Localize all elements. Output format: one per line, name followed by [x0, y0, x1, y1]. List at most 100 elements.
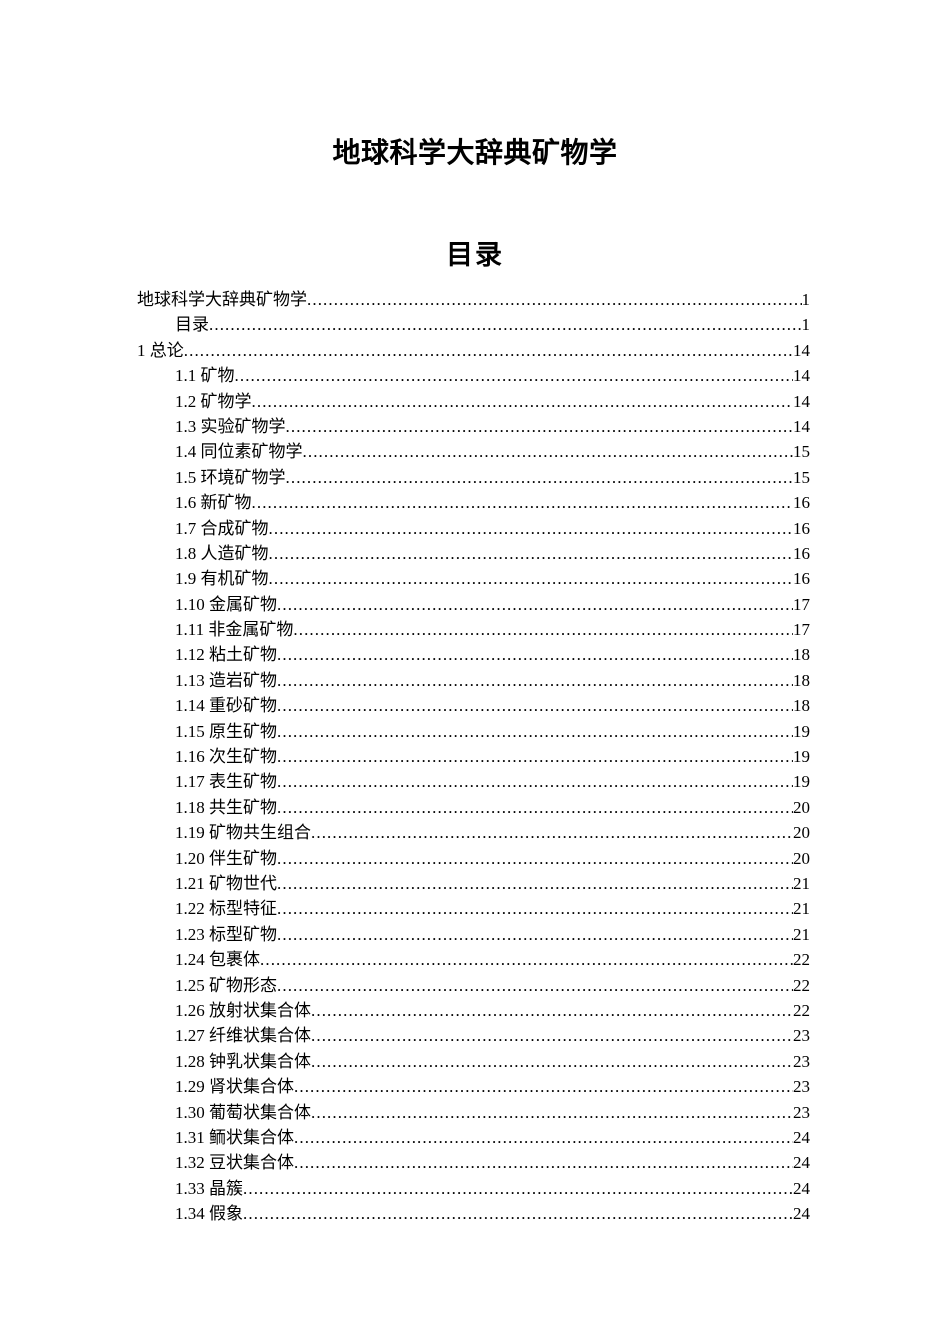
toc-dot-leader [277, 846, 793, 871]
toc-entry-label: 1.4 同位素矿物学 [175, 442, 303, 462]
toc-entry[interactable]: 1.21 矿物世代 21 [137, 871, 810, 896]
toc-entry[interactable]: 1.6 新矿物 16 [137, 490, 810, 515]
toc-entry[interactable]: 1.17 表生矿物 19 [137, 769, 810, 794]
toc-entry-page: 21 [793, 873, 810, 893]
toc-entry-page: 20 [793, 797, 810, 817]
toc-dot-leader [286, 414, 794, 439]
toc-entry-label: 1.14 重砂矿物 [175, 696, 277, 716]
toc-entry[interactable]: 1.12 粘土矿物 18 [137, 642, 810, 667]
toc-dot-leader [277, 871, 793, 896]
toc-entry-page: 16 [793, 569, 810, 589]
toc-entry-label: 1.21 矿物世代 [175, 873, 277, 893]
toc-dot-leader [277, 744, 793, 769]
toc-dot-leader [277, 719, 793, 744]
toc-dot-leader [311, 1023, 793, 1048]
toc-entry-label: 1.17 表生矿物 [175, 772, 277, 792]
toc-entry-page: 20 [793, 848, 810, 868]
toc-dot-leader [243, 1176, 793, 1201]
toc-dot-leader [277, 973, 793, 998]
toc-entry[interactable]: 1.16 次生矿物 19 [137, 744, 810, 769]
toc-entry[interactable]: 1.31 鲕状集合体 24 [137, 1125, 810, 1150]
toc-entry[interactable]: 1.15 原生矿物 19 [137, 719, 810, 744]
toc-entry[interactable]: 1.2 矿物学 14 [137, 389, 810, 414]
toc-entry[interactable]: 1.13 造岩矿物 18 [137, 668, 810, 693]
toc-dot-leader [311, 1100, 793, 1125]
toc-entry-page: 24 [793, 1204, 810, 1224]
toc-dot-leader [277, 922, 793, 947]
toc-entry[interactable]: 1.27 纤维状集合体 23 [137, 1023, 810, 1048]
toc-entry[interactable]: 1.25 矿物形态 22 [137, 973, 810, 998]
toc-entry[interactable]: 1.9 有机矿物 16 [137, 566, 810, 591]
toc-entry[interactable]: 1.26 放射状集合体 22 [137, 998, 810, 1023]
document-title: 地球科学大辞典矿物学 [332, 138, 618, 169]
toc-dot-leader [235, 363, 794, 388]
toc-dot-leader [311, 820, 793, 845]
toc-entry-label: 1.16 次生矿物 [175, 747, 277, 767]
toc-dot-leader [252, 490, 794, 515]
toc-entry-page: 18 [793, 645, 810, 665]
toc-entry-label: 1.23 标型矿物 [175, 924, 277, 944]
toc-entry-label: 1.27 纤维状集合体 [175, 1026, 311, 1046]
toc-entry[interactable]: 1.1 矿物 14 [137, 363, 810, 388]
toc-entry[interactable]: 1.11 非金属矿物 17 [137, 617, 810, 642]
toc-entry-page: 24 [793, 1153, 810, 1173]
toc-dot-leader [294, 1074, 793, 1099]
toc-dot-leader [277, 795, 793, 820]
toc-entry[interactable]: 1.29 肾状集合体 23 [137, 1074, 810, 1099]
toc-entry-page: 19 [793, 772, 810, 792]
toc-entry-label: 1.20 伴生矿物 [175, 848, 277, 868]
toc-heading: 目录 [446, 240, 504, 270]
toc-entry[interactable]: 1.5 环境矿物学 15 [137, 465, 810, 490]
toc-entry[interactable]: 1.30 葡萄状集合体 23 [137, 1100, 810, 1125]
toc-dot-leader [286, 465, 794, 490]
toc-entry-page: 16 [793, 543, 810, 563]
toc-entry-page: 22 [793, 950, 810, 970]
toc-entry[interactable]: 1.20 伴生矿物 20 [137, 846, 810, 871]
toc-entry[interactable]: 1 总论 14 [137, 338, 810, 363]
toc-entry[interactable]: 1.3 实验矿物学 14 [137, 414, 810, 439]
toc-entry-page: 15 [793, 442, 810, 462]
toc-entry-page: 1 [801, 315, 811, 335]
toc-entry[interactable]: 1.23 标型矿物 21 [137, 922, 810, 947]
toc-entry-label: 1.31 鲕状集合体 [175, 1127, 294, 1147]
toc-entry[interactable]: 1.33 晶簇 24 [137, 1176, 810, 1201]
toc-entry-label: 1.34 假象 [175, 1204, 243, 1224]
toc-dot-leader [260, 947, 793, 972]
toc-entry[interactable]: 1.34 假象 24 [137, 1201, 810, 1226]
toc-entry[interactable]: 1.14 重砂矿物 18 [137, 693, 810, 718]
toc-entry-page: 21 [793, 924, 810, 944]
toc-entry[interactable]: 1.22 标型特征 21 [137, 896, 810, 921]
toc-dot-leader [277, 896, 793, 921]
toc-entry[interactable]: 1.10 金属矿物 17 [137, 592, 810, 617]
toc-entry-page: 17 [793, 620, 810, 640]
toc-entry[interactable]: 1.7 合成矿物 16 [137, 516, 810, 541]
toc-entry-page: 14 [793, 416, 810, 436]
toc-dot-leader [293, 617, 793, 642]
toc-entry-label: 1.7 合成矿物 [175, 518, 269, 538]
toc-entry-page: 22 [793, 975, 810, 995]
toc-entry-page: 1 [801, 290, 811, 309]
toc-entry[interactable]: 1.32 豆状集合体 24 [137, 1150, 810, 1175]
toc-entry[interactable]: 1.8 人造矿物 16 [137, 541, 810, 566]
toc-entry-label: 1.30 葡萄状集合体 [175, 1102, 311, 1122]
toc-dot-leader [269, 566, 794, 591]
toc-entry-label: 1.32 豆状集合体 [175, 1153, 294, 1173]
toc-entry-page: 18 [793, 696, 810, 716]
toc-dot-leader [269, 516, 794, 541]
toc-entry-label: 目录 [175, 315, 209, 335]
toc-entry[interactable]: 地球科学大辞典矿物学 1 [137, 287, 810, 312]
toc-dot-leader [294, 1150, 793, 1175]
toc-entry[interactable]: 1.4 同位素矿物学 15 [137, 439, 810, 464]
toc-entry[interactable]: 1.19 矿物共生组合 20 [137, 820, 810, 845]
toc-entry-label: 1.22 标型特征 [175, 899, 277, 919]
toc-entry-label: 1.33 晶簇 [175, 1178, 243, 1198]
toc-entry-page: 23 [793, 1026, 810, 1046]
toc-entry[interactable]: 目录 1 [137, 312, 810, 337]
toc-entry[interactable]: 1.28 钟乳状集合体 23 [137, 1049, 810, 1074]
toc-entry-page: 19 [793, 721, 810, 741]
toc-entry[interactable]: 1.24 包裹体 22 [137, 947, 810, 972]
toc-entry[interactable]: 1.18 共生矿物 20 [137, 795, 810, 820]
toc-dot-leader [252, 389, 794, 414]
toc-dot-leader [311, 1049, 793, 1074]
